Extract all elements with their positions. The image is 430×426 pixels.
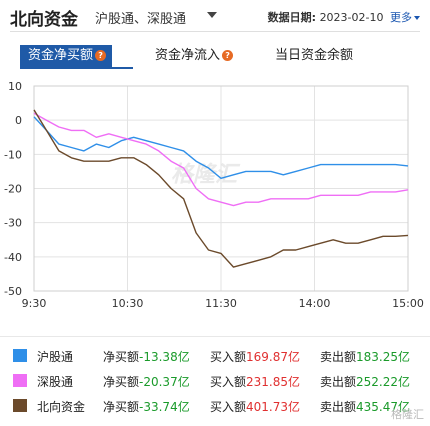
series-line-1	[33, 112, 409, 207]
tab-underline	[20, 67, 133, 69]
sell-amount: 卖出额252.22亿	[320, 375, 411, 389]
series-swatch-sz	[13, 374, 27, 387]
header: 北向资金 沪股通、深股通 数据日期: 2023-02-10 更多	[0, 0, 430, 32]
tab-net-buy[interactable]: 资金净买额?	[20, 45, 113, 67]
tab-net-inflow[interactable]: 资金净流入?	[155, 45, 234, 67]
y-tick-label: -10	[4, 148, 22, 161]
series-name: 北向资金	[37, 400, 86, 414]
date-info: 数据日期: 2023-02-10 更多	[268, 9, 420, 25]
net-buy: 净买额-13.38亿	[103, 350, 190, 364]
chevron-down-icon[interactable]	[207, 12, 217, 18]
buy-amount: 买入额401.73亿	[210, 400, 301, 414]
y-tick-label: 0	[15, 114, 22, 127]
buy-amount: 买入额231.85亿	[210, 375, 301, 389]
net-buy: 净买额-20.37亿	[103, 375, 190, 389]
tab-label: 资金净买额	[28, 48, 94, 63]
watermark-corner: 格隆汇	[391, 408, 424, 421]
y-tick-label: -30	[4, 217, 22, 230]
x-tick-label: 9:30	[22, 297, 47, 310]
series-line-0	[33, 116, 409, 180]
more-link[interactable]: 更多	[390, 11, 420, 24]
legend-row-sh: 沪股通 净买额-13.38亿 买入额169.87亿 卖出额183.25亿	[0, 344, 430, 368]
x-tick-label: 10:30	[112, 297, 144, 310]
x-tick-label: 15:00	[392, 297, 424, 310]
header-divider	[10, 31, 420, 32]
x-tick-label: 14:00	[299, 297, 331, 310]
date-label: 数据日期:	[267, 11, 317, 24]
y-tick-label: -20	[4, 183, 22, 196]
sell-amount: 卖出额183.25亿	[320, 350, 411, 364]
subtitle[interactable]: 沪股通、深股通	[95, 12, 187, 27]
series-name: 深股通	[37, 375, 74, 389]
series-swatch-north	[13, 399, 27, 412]
tab-label: 资金净流入	[155, 48, 221, 63]
plot-border	[33, 85, 409, 292]
buy-amount: 买入额169.87亿	[210, 350, 301, 364]
tab-daily-balance[interactable]: 当日资金余额	[275, 45, 353, 67]
help-icon[interactable]: ?	[222, 50, 234, 61]
help-icon[interactable]: ?	[95, 50, 107, 61]
sell-amount: 卖出额435.47亿	[320, 400, 411, 414]
net-buy: 净买额-33.74亿	[103, 400, 190, 414]
x-tick-label: 11:30	[205, 297, 237, 310]
y-tick-label: -50	[4, 285, 22, 298]
legend-row-sz: 深股通 净买额-20.37亿 买入额231.85亿 卖出额252.22亿	[0, 369, 430, 393]
series-swatch-sh	[13, 349, 27, 362]
legend-divider	[0, 336, 430, 337]
tab-label: 当日资金余额	[275, 48, 354, 63]
y-tick-label: 10	[8, 80, 22, 93]
tab-bar: 资金净买额? 资金净流入? 当日资金余额	[20, 45, 420, 67]
date-value: 2023-02-10	[319, 11, 384, 24]
page-title: 北向资金	[10, 10, 78, 30]
legend-row-north: 北向资金 净买额-33.74亿 买入额401.73亿 卖出额435.47亿	[0, 394, 430, 418]
y-tick-label: -40	[4, 251, 22, 264]
series-line-2	[33, 109, 409, 268]
series-name: 沪股通	[37, 350, 74, 364]
